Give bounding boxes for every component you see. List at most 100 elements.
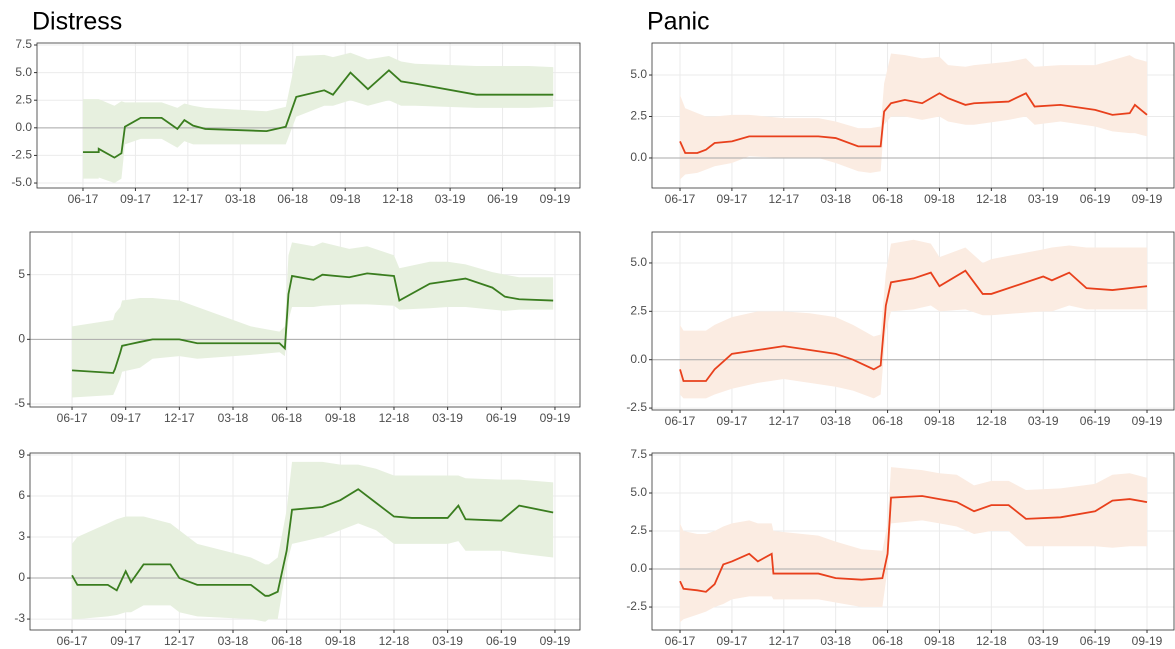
x-tick-label: 03-19 bbox=[1028, 414, 1059, 428]
x-tick-label: 06-18 bbox=[271, 634, 302, 648]
x-tick-label: 03-18 bbox=[820, 414, 851, 428]
plot-border bbox=[651, 452, 1175, 631]
y-tick-label: -5 bbox=[14, 396, 25, 410]
x-tick-label: 03-18 bbox=[225, 192, 256, 206]
series-line bbox=[71, 488, 554, 597]
x-tick-label: 06-18 bbox=[271, 411, 302, 425]
y-tick-label: 7.5 bbox=[15, 37, 32, 51]
y-tick-label: 0.0 bbox=[15, 120, 32, 134]
y-tick-label: 6 bbox=[18, 488, 25, 502]
x-tick-label: 09-18 bbox=[330, 192, 361, 206]
x-tick-label: 09-18 bbox=[924, 192, 955, 206]
plot-border bbox=[29, 452, 581, 631]
plot-border bbox=[29, 231, 581, 408]
x-tick-label: 06-19 bbox=[1080, 634, 1111, 648]
confidence-band bbox=[680, 53, 1148, 180]
x-tick-label: 03-18 bbox=[820, 192, 851, 206]
y-tick-label: 2.5 bbox=[15, 92, 32, 106]
x-tick-label: 09-17 bbox=[110, 634, 141, 648]
x-tick-label: 12-18 bbox=[379, 634, 410, 648]
y-tick-label: -5.0 bbox=[11, 175, 32, 189]
x-tick-label: 06-19 bbox=[1080, 192, 1111, 206]
x-tick-label: 12-17 bbox=[164, 411, 195, 425]
x-tick-label: 12-18 bbox=[976, 192, 1007, 206]
x-tick-label: 06-17 bbox=[665, 634, 696, 648]
x-tick-label: 09-19 bbox=[540, 411, 571, 425]
panel: -5 0 5 06-17 09-17 12-17 03-18 06-18 09-18 12-18 0… bbox=[14, 231, 581, 425]
x-tick-label: 06-17 bbox=[68, 192, 99, 206]
plot-border bbox=[651, 42, 1175, 189]
x-tick-label: 03-18 bbox=[820, 634, 851, 648]
y-tick-label: 2.5 bbox=[630, 109, 647, 123]
y-tick-label: 5 bbox=[18, 267, 25, 281]
x-tick-label: 06-19 bbox=[486, 411, 517, 425]
x-tick-label: 09-18 bbox=[325, 634, 356, 648]
y-tick-label: -2.5 bbox=[626, 400, 647, 414]
series-line bbox=[679, 92, 1148, 154]
y-tick-label: 5.0 bbox=[630, 255, 647, 269]
y-tick-label: 0.0 bbox=[630, 561, 647, 575]
x-tick-label: 06-17 bbox=[665, 414, 696, 428]
series-line bbox=[679, 495, 1148, 593]
panel-title: Distress bbox=[32, 8, 122, 36]
y-tick-label: 5.0 bbox=[630, 485, 647, 499]
x-tick-label: 09-19 bbox=[540, 634, 571, 648]
x-tick-label: 09-19 bbox=[1132, 414, 1163, 428]
x-tick-label: 06-17 bbox=[665, 192, 696, 206]
x-tick-label: 09-19 bbox=[540, 192, 571, 206]
x-tick-label: 09-17 bbox=[717, 634, 748, 648]
x-tick-label: 09-18 bbox=[924, 634, 955, 648]
y-tick-label: 0.0 bbox=[630, 150, 647, 164]
x-tick-label: 06-19 bbox=[1080, 414, 1111, 428]
x-tick-label: 12-18 bbox=[976, 634, 1007, 648]
x-tick-label: 06-18 bbox=[872, 192, 903, 206]
y-tick-label: -2.5 bbox=[626, 599, 647, 613]
x-tick-label: 03-19 bbox=[1028, 634, 1059, 648]
x-tick-label: 03-18 bbox=[218, 634, 249, 648]
x-tick-label: 03-19 bbox=[435, 192, 466, 206]
x-tick-label: 03-19 bbox=[432, 634, 463, 648]
plot-border bbox=[36, 42, 581, 189]
series-line bbox=[71, 272, 554, 374]
y-tick-label: 0.0 bbox=[630, 352, 647, 366]
y-tick-label: 2.5 bbox=[630, 523, 647, 537]
x-tick-label: 12-18 bbox=[379, 411, 410, 425]
x-tick-label: 12-18 bbox=[976, 414, 1007, 428]
y-tick-label: 3 bbox=[18, 529, 25, 543]
panel: -3 0 3 6 9 06-17 09-17 12-17 03-18 06-18 09-18 12-1… bbox=[14, 447, 581, 648]
x-tick-label: 09-17 bbox=[120, 192, 151, 206]
y-tick-label: -3 bbox=[14, 611, 25, 625]
series-line bbox=[679, 269, 1148, 382]
x-tick-label: 12-17 bbox=[768, 192, 799, 206]
y-tick-label: 5.0 bbox=[15, 65, 32, 79]
x-tick-label: 12-17 bbox=[173, 192, 204, 206]
x-tick-label: 09-19 bbox=[1132, 192, 1163, 206]
plot-border bbox=[651, 231, 1175, 411]
x-tick-label: 12-18 bbox=[382, 192, 413, 206]
x-tick-label: 12-17 bbox=[768, 634, 799, 648]
confidence-band bbox=[680, 239, 1148, 399]
x-tick-label: 06-17 bbox=[57, 411, 88, 425]
panel: -5.0 -2.5 0.0 2.5 5.0 7.5 06-17 09-17 12-17 03-18… bbox=[11, 8, 581, 206]
confidence-band bbox=[82, 52, 554, 184]
x-tick-label: 09-18 bbox=[924, 414, 955, 428]
x-tick-label: 06-18 bbox=[872, 634, 903, 648]
y-tick-label: -2.5 bbox=[11, 148, 32, 162]
confidence-band bbox=[680, 467, 1148, 623]
x-tick-label: 09-17 bbox=[110, 411, 141, 425]
x-tick-label: 03-18 bbox=[218, 411, 249, 425]
x-tick-label: 09-17 bbox=[717, 414, 748, 428]
y-tick-label: 0 bbox=[18, 332, 25, 346]
panel: 0.0 2.5 5.0 06-17 09-17 12-17 03-18 06-18 09-18 1… bbox=[630, 8, 1175, 206]
x-tick-label: 03-19 bbox=[432, 411, 463, 425]
y-tick-label: 0 bbox=[18, 570, 25, 584]
x-tick-label: 12-17 bbox=[164, 634, 195, 648]
x-tick-label: 06-18 bbox=[277, 192, 308, 206]
panel-title: Panic bbox=[647, 8, 710, 36]
x-tick-label: 06-19 bbox=[486, 634, 517, 648]
confidence-band bbox=[72, 242, 554, 398]
y-tick-label: 9 bbox=[18, 447, 25, 461]
x-tick-label: 03-19 bbox=[1028, 192, 1059, 206]
